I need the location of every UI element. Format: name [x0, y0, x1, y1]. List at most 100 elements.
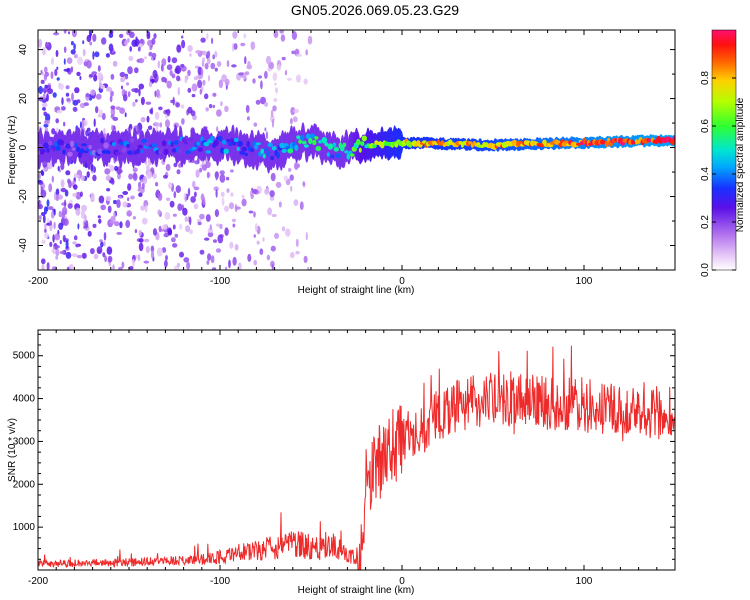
- x-tick-label: 100: [576, 276, 593, 287]
- spectrogram-speckle: [202, 196, 206, 206]
- spectrogram-ridge-core: [121, 147, 127, 153]
- spectrogram-speckle: [171, 237, 176, 243]
- spectrogram-speckle: [175, 102, 181, 108]
- x-tick-label: -200: [28, 276, 48, 287]
- spectrogram-speckle: [74, 87, 80, 94]
- spectrogram-speckle: [138, 57, 145, 64]
- spectrogram-speckle: [134, 229, 138, 234]
- spectrogram-speckle: [54, 69, 58, 76]
- spectrogram-speckle: [93, 253, 99, 260]
- spectrogram-speckle: [184, 196, 187, 202]
- y-tick-label: 1000: [13, 522, 36, 533]
- spectrogram-speckle: [163, 174, 168, 179]
- spectrogram-speckle: [214, 67, 218, 72]
- spectrogram-speckle: [98, 218, 102, 224]
- spectrogram-speckle: [81, 204, 87, 212]
- spectrogram-speckle: [76, 71, 81, 77]
- spectrogram-speckle: [164, 211, 171, 220]
- spectrogram-speckle: [152, 228, 158, 236]
- spectrogram-ridge-core: [361, 135, 367, 142]
- spectrogram-speckle: [207, 253, 212, 261]
- y-tick-label: 4000: [13, 394, 36, 405]
- spectrogram-speckle: [92, 33, 97, 42]
- spectrogram-speckle: [250, 193, 254, 199]
- spectrogram-speckle: [92, 51, 95, 60]
- spectrogram-speckle: [253, 259, 257, 266]
- spectrogram-ridge-core: [65, 143, 71, 149]
- spectrogram-speckle: [138, 181, 142, 189]
- spectrogram-speckle: [86, 60, 92, 69]
- spectrogram-speckle: [106, 246, 113, 255]
- spectrogram-speckle: [42, 87, 48, 93]
- spectrogram-speckle: [220, 101, 223, 107]
- spectrogram-speckle: [132, 167, 138, 173]
- spectrogram-speckle: [51, 248, 57, 253]
- spectrogram-speckle: [210, 255, 215, 264]
- spectrogram-speckle: [141, 217, 148, 225]
- spectrogram-ridge-core: [171, 148, 177, 153]
- spectrogram-speckle: [46, 93, 49, 102]
- spectrogram-speckle: [272, 105, 277, 112]
- y-tick-label: 5000: [13, 351, 36, 362]
- spectrogram-ridge-core: [105, 150, 111, 155]
- spectrogram-speckle: [274, 232, 279, 239]
- spectrogram-speckle: [86, 171, 90, 178]
- spectrogram-speckle: [73, 43, 76, 51]
- spectrogram-ridge-core: [303, 144, 309, 148]
- spectrogram-ridge-core: [244, 152, 249, 157]
- spectrogram-speckle: [291, 31, 297, 40]
- spectrogram-speckle: [172, 96, 175, 106]
- spectrogram-speckle: [233, 43, 238, 50]
- spectrogram-speckle: [187, 187, 191, 197]
- spectrogram-speckle: [56, 77, 60, 81]
- spectrogram-ridge-core: [237, 140, 244, 147]
- spectrogram-speckle: [183, 257, 190, 263]
- spectrogram-speckle: [253, 234, 256, 238]
- spectrogram-ridge-core: [173, 140, 179, 145]
- spectrogram-speckle: [193, 186, 200, 191]
- spectrogram-speckle: [120, 77, 126, 83]
- spectrogram-speckle: [194, 160, 200, 165]
- spectrogram-speckle: [142, 176, 148, 185]
- spectrogram-ridge-core: [185, 150, 191, 155]
- spectrogram-speckle: [112, 264, 115, 270]
- spectrogram-speckle: [72, 241, 77, 245]
- spectrogram-speckle: [44, 223, 47, 231]
- spectrogram-ridge-core: [260, 148, 265, 154]
- spectrogram-speckle: [51, 128, 56, 135]
- spectrogram-speckle: [90, 192, 95, 202]
- spectrogram-ridge-core: [321, 136, 328, 144]
- spectrogram-speckle: [213, 239, 217, 243]
- spectrogram-speckle: [232, 256, 237, 266]
- spectrogram-speckle: [262, 237, 265, 242]
- spectrogram-speckle: [290, 107, 296, 116]
- spectrogram-speckle: [130, 195, 135, 200]
- spectrogram-speckle: [182, 207, 188, 216]
- spectrogram-speckle: [100, 204, 106, 211]
- spectrogram-speckle: [219, 223, 223, 230]
- spectrogram-speckle: [232, 223, 236, 228]
- spectrogram-speckle: [59, 250, 66, 255]
- spectrogram-ridge-core: [127, 150, 134, 155]
- spectrogram-speckle: [213, 186, 219, 191]
- spectrogram-speckle: [138, 192, 143, 197]
- spectrogram-speckle: [65, 85, 70, 90]
- spectrogram-speckle: [63, 30, 67, 34]
- spectrogram-speckle: [68, 31, 70, 35]
- spectrogram-speckle: [79, 191, 83, 197]
- spectrogram-speckle: [46, 262, 50, 270]
- spectrogram-speckle: [176, 75, 181, 82]
- spectrogram-speckle: [190, 196, 196, 203]
- spectrogram-speckle: [274, 82, 277, 86]
- figure-title: GN05.2026.069.05.23.G29: [291, 2, 459, 18]
- spectrogram-speckle: [299, 201, 304, 211]
- spectrogram-ridge-core: [333, 146, 339, 152]
- spectrogram-speckle: [119, 71, 126, 78]
- spectrogram-speckle: [252, 78, 256, 84]
- spectrogram-speckle: [127, 38, 130, 43]
- snr-series-line: [38, 345, 675, 570]
- spectrogram-speckle: [109, 95, 113, 103]
- spectrogram-speckle: [55, 194, 59, 202]
- spectrogram-speckle: [231, 218, 236, 223]
- colorbar-label: Normalized spectral amplitude: [735, 97, 746, 232]
